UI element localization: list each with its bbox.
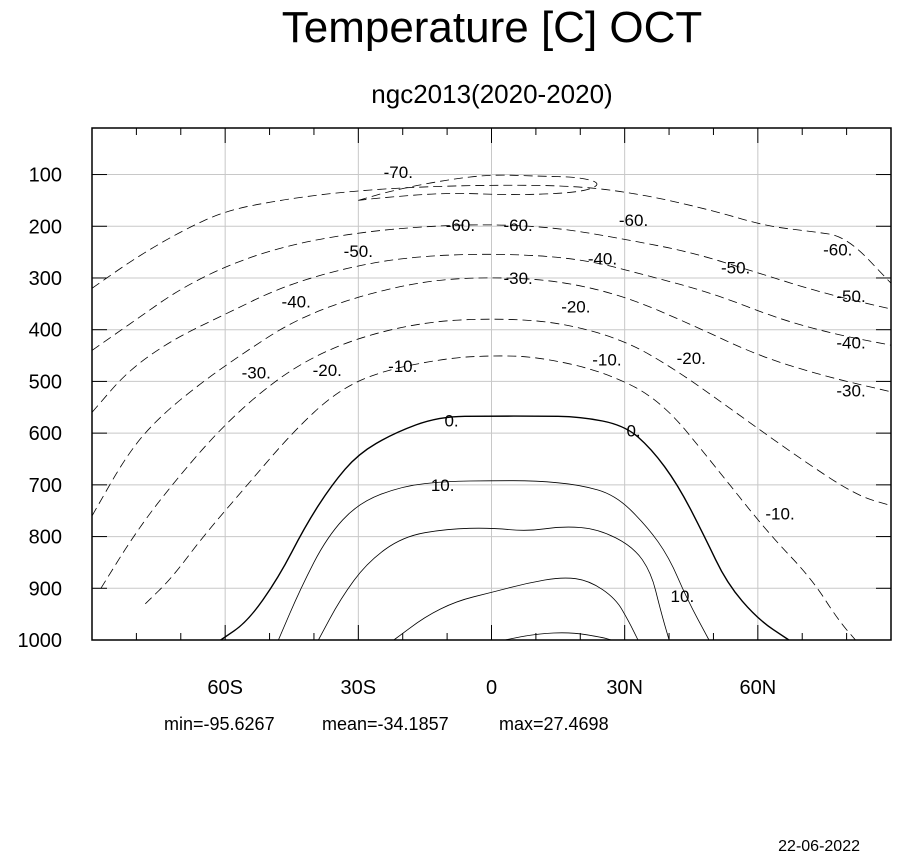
contour-label: -20. [677, 349, 706, 368]
contour-label: -60. [446, 216, 475, 235]
contour-line [100, 318, 892, 589]
contour-label: -50. [721, 259, 750, 278]
contour-label: -10. [388, 357, 417, 376]
contour-line [145, 355, 856, 641]
contour-label: -60. [823, 241, 852, 260]
contour-label: 10. [431, 476, 455, 495]
grid-lines [92, 128, 891, 641]
chart-title: Temperature [C] OCT [282, 3, 703, 52]
y-tick-label: 700 [29, 475, 62, 497]
contour-label: -60. [619, 211, 648, 230]
contour-line [91, 277, 892, 517]
contour-label: -40. [282, 292, 311, 311]
contour-line [91, 253, 892, 413]
x-tick-label: 30S [341, 677, 377, 699]
contour-label: -20. [561, 297, 590, 316]
plot-date: 22-06-2022 [778, 838, 860, 855]
x-axis: 60S 30S 0 30N 60N [135, 128, 848, 699]
contour-line [91, 224, 892, 351]
y-tick-label: 600 [29, 423, 62, 445]
contour-label: 0. [444, 412, 458, 431]
contour-line [358, 174, 598, 201]
contour-label: -60. [503, 216, 532, 235]
y-tick-label: 400 [29, 320, 62, 342]
contour-label: 10. [671, 587, 695, 606]
contour-label: -10. [592, 351, 621, 370]
contour-label: -30. [836, 382, 865, 401]
contour-label: -20. [313, 361, 342, 380]
y-tick-label: 500 [29, 371, 62, 393]
contour-line [278, 480, 710, 641]
y-tick-label: 800 [29, 527, 62, 549]
contour-line [91, 184, 892, 289]
contour-label: -30. [503, 269, 532, 288]
contour-label: -10. [765, 504, 794, 523]
chart-subtitle: ngc2013(2020-2020) [371, 79, 612, 109]
x-tick-label: 60S [207, 677, 243, 699]
y-tick-label: 300 [29, 268, 62, 290]
y-tick-label: 200 [29, 216, 62, 238]
stat-mean: mean=-34.1857 [322, 714, 449, 734]
y-axis: 100 200 300 400 500 600 700 800 900 1000 [18, 165, 891, 652]
x-tick-label: 30N [606, 677, 643, 699]
contour-line [393, 577, 639, 641]
contour-label: -50. [344, 242, 373, 261]
contour-line [220, 415, 790, 641]
stat-max: max=27.4698 [499, 714, 609, 734]
contour-label: -70. [384, 163, 413, 182]
stat-min: min=-95.6267 [164, 714, 275, 734]
contour-label: 0. [626, 422, 640, 441]
x-tick-label: 60N [739, 677, 776, 699]
y-tick-label: 100 [29, 165, 62, 187]
contour-label: -40. [588, 249, 617, 268]
contour-label: -40. [836, 334, 865, 353]
contour-labels: -70. -60. -60. -60. -60. -50. -50. -50. -40. -40.… [242, 163, 866, 606]
contour-label: -50. [836, 287, 865, 306]
contour-lines [91, 174, 892, 641]
y-tick-label: 1000 [18, 630, 63, 652]
y-tick-label: 900 [29, 578, 62, 600]
x-tick-label: 0 [486, 677, 497, 699]
contour-line [504, 632, 612, 641]
contour-label: -30. [242, 364, 271, 383]
contour-line [318, 526, 670, 641]
